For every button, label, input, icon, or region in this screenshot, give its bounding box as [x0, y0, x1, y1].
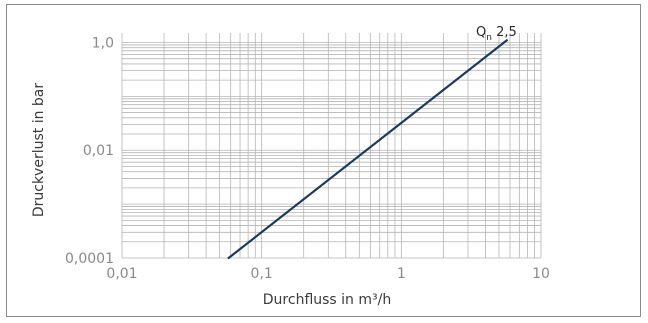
- x-grid-lines: [121, 33, 542, 258]
- chart-frame: [6, 4, 641, 317]
- x-tick-label-3: 10: [532, 266, 550, 282]
- x-tick-label-0: 0,01: [106, 266, 137, 282]
- series-label-main: Q: [476, 25, 486, 40]
- y-tick-label-1: 0,01: [83, 143, 114, 159]
- y-tick-label-0: 0,0001: [65, 251, 114, 267]
- y-tick-labels: 0,0001 0,01 1,0: [65, 35, 114, 267]
- x-axis-label: Durchfluss in m³/h: [263, 292, 391, 308]
- series-line-0: [227, 39, 508, 260]
- x-tick-label-1: 0,1: [251, 266, 273, 282]
- x-tick-label-2: 1: [397, 266, 406, 282]
- series-label-rest: 2,5: [492, 25, 517, 40]
- y-tick-label-2: 1,0: [92, 35, 114, 51]
- series-label-qn: Qn 2,5: [476, 25, 517, 43]
- y-axis-label: Druckverlust in bar: [31, 83, 47, 218]
- x-tick-labels: 0,01 0,1 1 10: [106, 266, 550, 282]
- y-grid-lines: [122, 42, 541, 259]
- series-label-sub: n: [486, 33, 492, 43]
- series-group: [227, 39, 508, 260]
